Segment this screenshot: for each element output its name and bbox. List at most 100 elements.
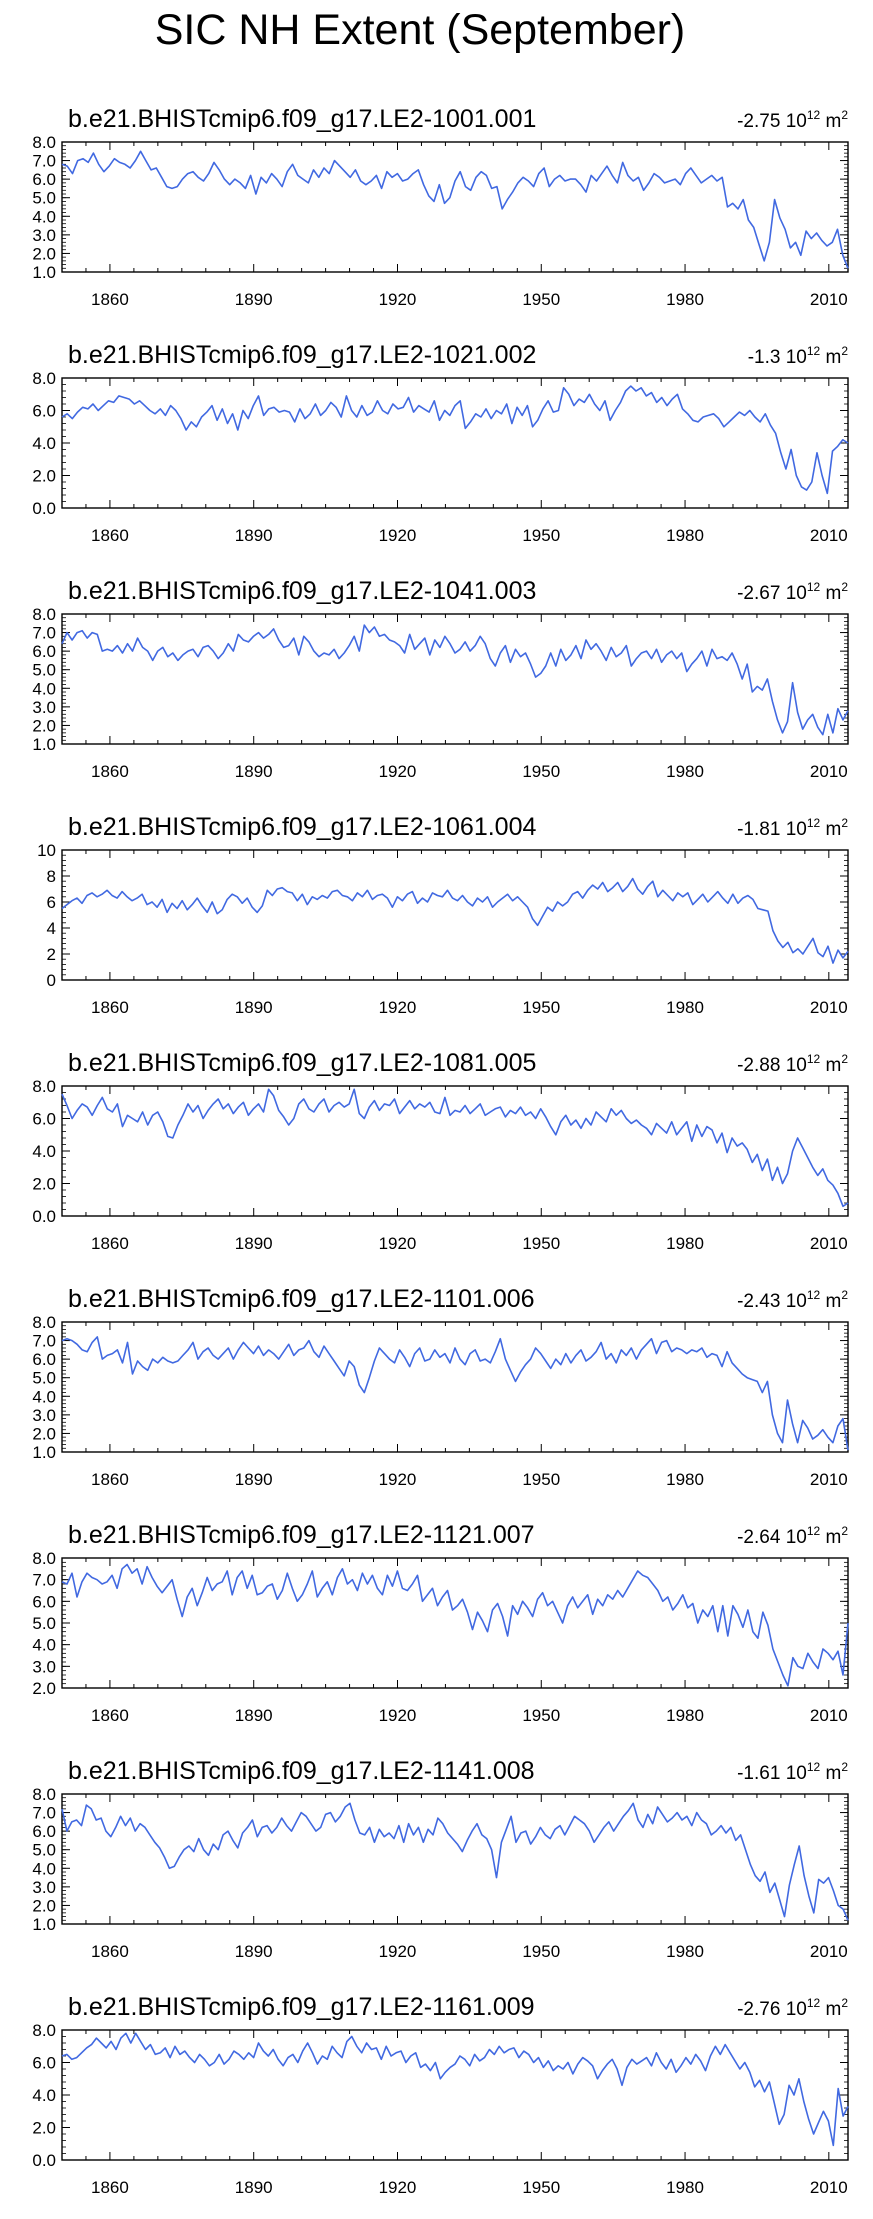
y-tick-label: 2.0 <box>32 467 56 486</box>
x-tick-label: 1980 <box>666 290 704 309</box>
y-tick-label: 4 <box>47 919 56 938</box>
y-tick-label: 6.0 <box>32 1592 56 1611</box>
y-tick-label: 1.0 <box>32 263 56 282</box>
plot-frame <box>61 2029 849 2161</box>
plot-frame <box>61 1793 849 1925</box>
series-line <box>61 2032 849 2147</box>
trend-value: -2.43 10 <box>737 1291 807 1312</box>
x-tick-label: 1980 <box>666 998 704 1017</box>
y-tick-label: 7.0 <box>32 1804 56 1823</box>
trend-value: -2.76 10 <box>737 1999 807 2020</box>
figure-title: SIC NH Extent (September) <box>155 6 686 54</box>
series-line <box>61 1802 849 1921</box>
trend-unit-exponent: 2 <box>841 344 848 358</box>
series-line <box>61 150 849 269</box>
x-tick-label: 1980 <box>666 762 704 781</box>
trend-label: -1.61 1012 m2 <box>737 1760 848 1784</box>
x-tick-label: 1920 <box>379 762 417 781</box>
y-tick-label: 8.0 <box>32 605 56 624</box>
trend-label: -2.64 1012 m2 <box>737 1524 848 1548</box>
y-tick-label: 8.0 <box>32 369 56 388</box>
x-tick-label: 1890 <box>235 1942 273 1961</box>
series-line <box>61 877 849 964</box>
panel-5: b.e21.BHISTcmip6.f09_g17.LE2-1081.005 -2.… <box>32 1049 849 1253</box>
x-tick-label: 1950 <box>522 290 560 309</box>
x-tick-label: 1860 <box>91 1706 129 1725</box>
panel-7: b.e21.BHISTcmip6.f09_g17.LE2-1121.007 -2.… <box>32 1521 849 1725</box>
trend-value: -1.3 10 <box>748 347 807 368</box>
x-tick-label: 1980 <box>666 1470 704 1489</box>
x-tick-label: 2010 <box>810 2178 848 2197</box>
x-tick-label: 1860 <box>91 1942 129 1961</box>
x-tick-label: 1890 <box>235 290 273 309</box>
x-tick-label: 1860 <box>91 526 129 545</box>
y-tick-label: 4.0 <box>32 1142 56 1161</box>
panel-9: b.e21.BHISTcmip6.f09_g17.LE2-1161.009 -2.… <box>32 1993 849 2197</box>
series-line <box>61 385 849 495</box>
x-tick-label: 1860 <box>91 2178 129 2197</box>
x-tick-label: 1980 <box>666 526 704 545</box>
y-tick-label: 7.0 <box>32 624 56 643</box>
trend-value: -1.61 10 <box>737 1763 807 1784</box>
series-line <box>61 624 849 736</box>
y-tick-label: 0.0 <box>32 1207 56 1226</box>
y-tick-label: 3.0 <box>32 1878 56 1897</box>
y-tick-label: 7.0 <box>32 1571 56 1590</box>
trend-unit: m <box>820 819 841 840</box>
x-tick-label: 1890 <box>235 526 273 545</box>
trend-value: -2.64 10 <box>737 1527 807 1548</box>
trend-unit-exponent: 2 <box>841 108 848 122</box>
y-tick-label: 4.0 <box>32 1636 56 1655</box>
x-tick-label: 1860 <box>91 1470 129 1489</box>
y-tick-label: 8.0 <box>32 1077 56 1096</box>
panels: b.e21.BHISTcmip6.f09_g17.LE2-1001.001 -2.… <box>32 105 849 2197</box>
y-tick-label: 4.0 <box>32 1387 56 1406</box>
y-tick-label: 2.0 <box>32 716 56 735</box>
y-tick-label: 7.0 <box>32 1332 56 1351</box>
panel-1: b.e21.BHISTcmip6.f09_g17.LE2-1001.001 -2.… <box>32 105 849 309</box>
y-tick-label: 5.0 <box>32 1614 56 1633</box>
panel-title: b.e21.BHISTcmip6.f09_g17.LE2-1021.002 <box>68 341 536 369</box>
y-tick-label: 4.0 <box>32 2086 56 2105</box>
y-tick-label: 6 <box>47 893 56 912</box>
y-tick-label: 0 <box>47 971 56 990</box>
x-tick-label: 1920 <box>379 1942 417 1961</box>
trend-exponent: 12 <box>807 816 821 830</box>
x-tick-label: 2010 <box>810 290 848 309</box>
trend-unit: m <box>820 347 841 368</box>
x-tick-label: 1920 <box>379 290 417 309</box>
y-tick-label: 4.0 <box>32 434 56 453</box>
trend-value: -2.88 10 <box>737 1055 807 1076</box>
x-tick-label: 1890 <box>235 1234 273 1253</box>
panel-title: b.e21.BHISTcmip6.f09_g17.LE2-1001.001 <box>68 105 536 133</box>
panel-4: b.e21.BHISTcmip6.f09_g17.LE2-1061.004 -1.… <box>37 813 849 1017</box>
y-tick-label: 2.0 <box>32 2119 56 2138</box>
trend-label: -2.43 1012 m2 <box>737 1288 848 1312</box>
trend-value: -2.67 10 <box>737 583 807 604</box>
x-tick-label: 1920 <box>379 1470 417 1489</box>
x-tick-label: 1890 <box>235 762 273 781</box>
y-tick-label: 7.0 <box>32 152 56 171</box>
series-line <box>61 1563 849 1687</box>
y-tick-label: 0.0 <box>32 499 56 518</box>
x-tick-label: 2010 <box>810 1706 848 1725</box>
x-tick-label: 1950 <box>522 1942 560 1961</box>
trend-unit-exponent: 2 <box>841 580 848 594</box>
x-tick-label: 1860 <box>91 762 129 781</box>
y-tick-label: 8.0 <box>32 1785 56 1804</box>
x-tick-label: 1890 <box>235 1470 273 1489</box>
y-tick-label: 8.0 <box>32 1549 56 1568</box>
panel-8: b.e21.BHISTcmip6.f09_g17.LE2-1141.008 -1.… <box>32 1757 849 1961</box>
y-tick-label: 0.0 <box>32 2151 56 2170</box>
trend-unit-exponent: 2 <box>841 1524 848 1538</box>
y-tick-label: 1.0 <box>32 1915 56 1934</box>
y-tick-label: 6.0 <box>32 1822 56 1841</box>
x-tick-label: 1950 <box>522 1234 560 1253</box>
y-tick-label: 5.0 <box>32 661 56 680</box>
trend-label: -2.75 1012 m2 <box>737 108 848 132</box>
trend-unit: m <box>820 1291 841 1312</box>
panel-2: b.e21.BHISTcmip6.f09_g17.LE2-1021.002 -1.… <box>32 341 849 545</box>
panel-6: b.e21.BHISTcmip6.f09_g17.LE2-1101.006 -2.… <box>32 1285 849 1489</box>
plot-frame <box>61 849 849 981</box>
y-tick-label: 5.0 <box>32 1841 56 1860</box>
